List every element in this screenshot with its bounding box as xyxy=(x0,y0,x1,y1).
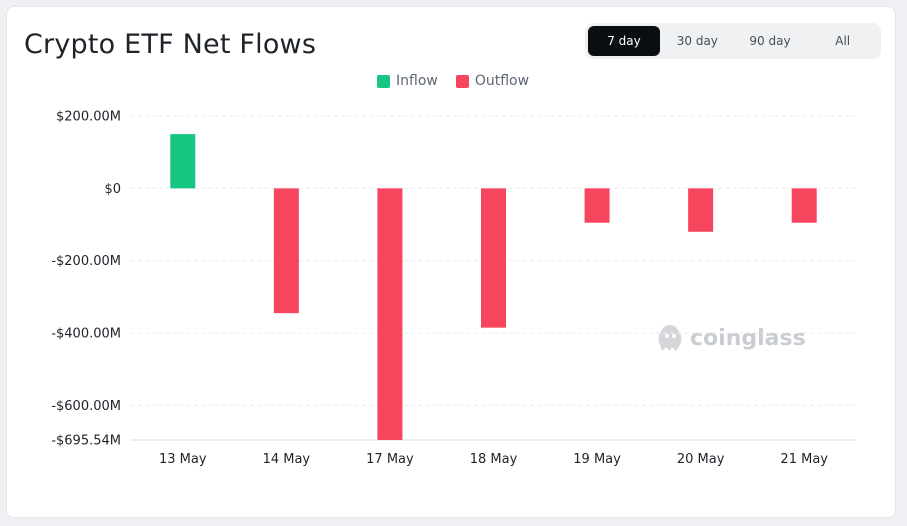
chart-legend: Inflow Outflow xyxy=(377,73,529,89)
x-tick-label: 13 May xyxy=(159,452,207,467)
coinglass-watermark: coinglass xyxy=(656,323,806,353)
x-tick-label: 20 May xyxy=(677,452,725,467)
legend-swatch-inflow xyxy=(377,74,390,88)
y-tick-label: $200.00M xyxy=(56,110,121,125)
legend-label-outflow: Outflow xyxy=(474,73,530,89)
bar[interactable] xyxy=(377,188,403,440)
x-tick-label: 18 May xyxy=(470,452,518,467)
bar[interactable] xyxy=(688,188,714,232)
tab-7-day[interactable]: 7 day xyxy=(588,26,660,56)
x-tick-label: 14 May xyxy=(263,452,311,467)
y-tick-label: -$695.54M xyxy=(51,434,121,449)
bar[interactable] xyxy=(170,134,196,189)
watermark-text: coinglass xyxy=(690,325,806,351)
tab-90-day[interactable]: 90 day xyxy=(749,34,791,48)
y-tick-label: -$400.00M xyxy=(51,327,121,342)
x-tick-label: 19 May xyxy=(573,452,621,467)
tab-all[interactable]: All xyxy=(835,34,851,48)
legend-item-outflow[interactable]: Outflow xyxy=(455,73,530,89)
timeframe-tabs: 7 day 30 day 90 day All xyxy=(585,23,881,59)
page-title: Crypto ETF Net Flows xyxy=(24,29,317,60)
bar[interactable] xyxy=(791,188,817,223)
legend-label-inflow: Inflow xyxy=(396,73,438,89)
bar[interactable] xyxy=(273,188,299,314)
bar[interactable] xyxy=(584,188,610,223)
y-tick-label: -$600.00M xyxy=(51,399,121,414)
y-tick-label: $0 xyxy=(104,182,121,197)
x-tick-label: 21 May xyxy=(780,452,828,467)
bar[interactable] xyxy=(481,188,506,328)
legend-swatch-outflow xyxy=(455,74,469,88)
chart-card: Crypto ETF Net Flows 7 day 30 day 90 day… xyxy=(6,6,896,518)
x-tick-label: 17 May xyxy=(366,452,414,467)
tab-30-day[interactable]: 30 day xyxy=(676,34,718,48)
y-tick-label: -$200.00M xyxy=(51,254,121,269)
coinglass-logo-icon xyxy=(658,325,682,351)
legend-item-inflow[interactable]: Inflow xyxy=(377,73,438,89)
